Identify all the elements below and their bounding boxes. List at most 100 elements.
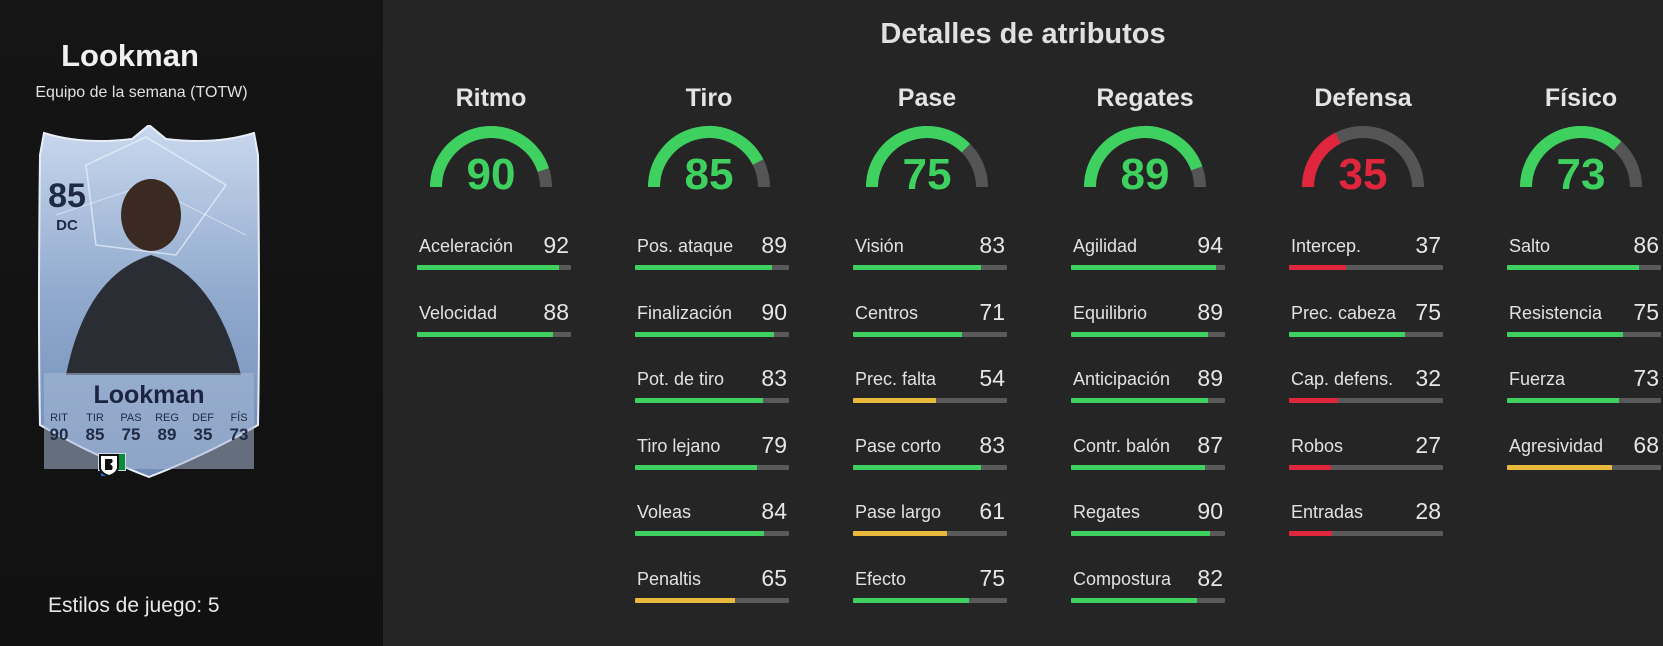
attribute-value: 73 [1633, 365, 1659, 391]
gauge-arc-icon [1520, 126, 1642, 188]
attribute-name: Salto [1509, 236, 1551, 256]
attribute-row: Pase largo 61 [853, 498, 1007, 542]
card-stat-value: 85 [85, 425, 105, 444]
attribute-bar-fill [1507, 331, 1623, 337]
attribute-name: Prec. cabeza [1291, 302, 1397, 323]
gauge-fill [866, 126, 971, 188]
attribute-value: 75 [1633, 298, 1659, 325]
attribute-bar [853, 265, 1007, 270]
attribute-bar-fill [1289, 331, 1405, 337]
attribute-bar [1289, 531, 1443, 536]
attribute-bar-fill [1507, 398, 1620, 403]
attribute-name: Agilidad [1073, 236, 1138, 256]
attribute-row: Regates 90 [1071, 498, 1225, 542]
attribute-bar-fill [1507, 265, 1640, 270]
attribute-name: Agresividad [1509, 435, 1604, 456]
card-stat-label: TIR [86, 412, 104, 424]
attribute-bar-fill [635, 464, 757, 470]
card-stat: REG 89 [150, 412, 184, 445]
attribute-value: 79 [761, 431, 787, 458]
attribute-row: Finalización 90 [635, 299, 789, 343]
attribute-bar-fill [635, 597, 736, 603]
attribute-bar-fill [853, 331, 963, 337]
attribute-bar [1289, 331, 1443, 337]
category-gauge: 85 [644, 125, 774, 197]
gauge-arc-icon [648, 126, 770, 188]
category-rating: 89 [1120, 150, 1170, 199]
attribute-bar [1507, 464, 1661, 470]
attribute-row: Salto 86 [1507, 232, 1661, 276]
attribute-name: Pos. ataque [637, 236, 734, 256]
attribute-name: Intercep. [1291, 236, 1362, 256]
category-name: Tiro [685, 84, 733, 112]
attribute-name: Contr. balón [1073, 435, 1171, 456]
attribute-row: Agresividad 68 [1507, 432, 1661, 476]
card-type-subtitle: Equipo de la semana (TOTW) [35, 84, 248, 101]
attribute-row: Entradas 28 [1289, 498, 1443, 542]
attribute-bar-fill [635, 398, 763, 403]
card-stat-value: 35 [193, 425, 213, 444]
attribute-value: 92 [543, 232, 569, 258]
attribute-row: Velocidad 88 [417, 299, 571, 343]
atalanta-club-icon [99, 454, 119, 477]
category-2: Pase 75 Visión 83 Centros 71 Prec. falta 54 Pase… [837, 84, 1017, 603]
category-4: Defensa 35 Intercep. 37 Prec. cabeza 75 Cap. d… [1273, 84, 1453, 536]
attribute-value: 89 [1197, 365, 1223, 391]
category-gauge: 35 [1298, 125, 1428, 197]
attribute-value: 90 [761, 298, 787, 325]
attribute-bar [1507, 265, 1661, 270]
gauge-arc-icon [866, 126, 988, 188]
attribute-row: Pot. de tiro 83 [635, 365, 789, 409]
category-gauge: 90 [426, 125, 556, 197]
card-icons [98, 453, 200, 477]
attribute-bar [853, 331, 1007, 337]
card-stat-label: PAS [120, 412, 142, 424]
attribute-bar [635, 531, 789, 536]
attribute-name: Entradas [1291, 502, 1364, 522]
category-gauge: 75 [862, 125, 992, 197]
gauge-arc-icon [1302, 126, 1424, 188]
card-player-name: Lookman [93, 381, 205, 409]
attribute-value: 68 [1633, 431, 1659, 458]
category-gauge: 73 [1516, 125, 1646, 197]
category-rating: 35 [1338, 150, 1388, 199]
attribute-value: 37 [1415, 232, 1441, 258]
attribute-value: 86 [1633, 232, 1659, 258]
player-card[interactable]: 85 DC Lookman RIT 90 TIR 85 PAS 75 REG 89 DE… [26, 125, 272, 495]
card-stat-value: 73 [229, 425, 249, 444]
attribute-bar [635, 265, 789, 270]
card-stat: RIT 90 [42, 412, 76, 445]
gauge-arc-icon [1084, 126, 1206, 188]
attribute-name: Pot. de tiro [637, 369, 725, 389]
attribute-value: 54 [979, 365, 1005, 391]
card-stat-label: REG [155, 412, 179, 424]
attribute-bar-fill [1071, 398, 1209, 403]
category-gauge: 89 [1080, 125, 1210, 197]
attribute-row: Anticipación 89 [1071, 365, 1225, 409]
attribute-bar [1071, 464, 1225, 470]
attribute-row: Aceleración 92 [417, 232, 571, 276]
attribute-name: Compostura [1073, 568, 1172, 589]
attribute-bar-fill [853, 265, 981, 270]
attribute-bar-fill [417, 265, 559, 270]
attribute-row: Centros 71 [853, 299, 1007, 343]
attribute-row: Visión 83 [853, 232, 1007, 276]
card-shape-icon [38, 125, 260, 479]
category-1: Tiro 85 Pos. ataque 89 Finalización 90 Pot. de… [619, 84, 799, 603]
player-panel: Lookman Equipo de la semana (TOTW) [0, 0, 383, 646]
attribute-name: Regates [1073, 502, 1141, 522]
attribute-row: Pos. ataque 89 [635, 232, 789, 276]
attribute-value: 75 [1415, 298, 1441, 325]
attribute-bar [1071, 331, 1225, 337]
card-position: DC [56, 217, 78, 234]
attribute-bar-fill [853, 464, 981, 470]
attribute-value: 83 [979, 431, 1005, 458]
attribute-bar [1071, 265, 1225, 270]
attribute-value: 90 [1197, 498, 1223, 524]
playstyles-count[interactable]: Estilos de juego: 5 [48, 594, 220, 617]
attribute-bar [1289, 464, 1443, 470]
attribute-row: Cap. defens. 32 [1289, 365, 1443, 409]
card-stat: PAS 75 [114, 412, 148, 445]
category-rating: 75 [902, 150, 952, 199]
attribute-bar-fill [1507, 464, 1612, 470]
